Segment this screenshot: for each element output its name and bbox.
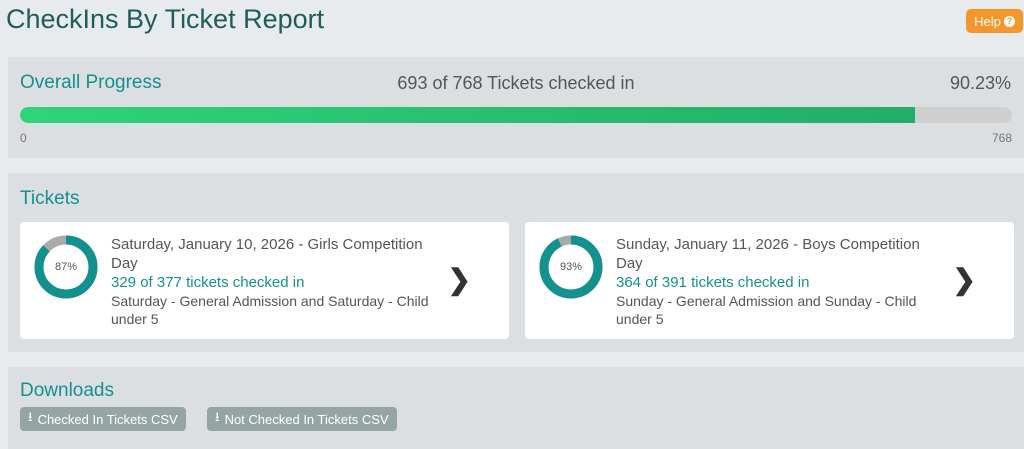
donut-label: 93%	[559, 261, 583, 273]
donut-progress	[34, 235, 98, 299]
checked-in-csv-button[interactable]: ⭳ Checked In Tickets CSV	[20, 407, 186, 431]
ticket-types: Saturday - General Admission and Saturda…	[111, 293, 429, 327]
ticket-types: Sunday - General Admission and Sunday - …	[616, 293, 917, 327]
progress-summary: 693 of 768 Tickets checked in	[397, 73, 635, 93]
download-icon: ⭳	[28, 409, 33, 424]
tickets-panel: Tickets 87% Saturday, January 10, 2026 -…	[8, 173, 1024, 352]
downloads-panel: Downloads ⭳ Checked In Tickets CSV ⭳ Not C…	[8, 367, 1024, 449]
not-checked-in-csv-button[interactable]: ⭳ Not Checked In Tickets CSV	[207, 407, 397, 431]
progress-percent: 90.23%	[949, 73, 1011, 93]
page-title: CheckIns By Ticket Report	[6, 4, 325, 34]
overall-progress-title: Overall Progress	[20, 72, 162, 93]
help-label: Help	[974, 13, 1001, 29]
overall-progress-panel: Overall Progress 693 of 768 Tickets chec…	[8, 57, 1024, 158]
question-circle-icon: ?	[1003, 15, 1015, 27]
ticket-title: Saturday, January 10, 2026 - Girls Compe…	[111, 236, 423, 272]
ticket-card[interactable]: 93% Sunday, January 11, 2026 - Boys Comp…	[525, 222, 1014, 339]
ticket-count: 329 of 377 tickets checked in	[111, 274, 305, 291]
downloads-title: Downloads	[20, 380, 114, 401]
progress-bar	[20, 107, 1012, 123]
tickets-title: Tickets	[20, 188, 80, 209]
ticket-card[interactable]: 87% Saturday, January 10, 2026 - Girls C…	[20, 222, 509, 339]
donut-label: 87%	[54, 261, 78, 273]
progress-fill	[20, 107, 916, 123]
ticket-count: 364 of 391 tickets checked in	[616, 274, 810, 291]
help-button[interactable]: Help?	[966, 9, 1023, 33]
download-icon: ⭳	[215, 409, 220, 424]
button-label: Not Checked In Tickets CSV	[224, 411, 389, 427]
donut-chart: 87%	[34, 235, 98, 299]
donut-chart: 93%	[539, 235, 603, 299]
button-label: Checked In Tickets CSV	[37, 411, 178, 427]
donut-progress	[539, 235, 603, 299]
chevron-right-icon[interactable]: ❯	[447, 264, 471, 295]
ticket-title: Sunday, January 11, 2026 - Boys Competit…	[616, 236, 920, 272]
progress-min: 0	[20, 131, 27, 145]
progress-max: 768	[991, 131, 1012, 145]
chevron-right-icon[interactable]: ❯	[952, 264, 976, 295]
